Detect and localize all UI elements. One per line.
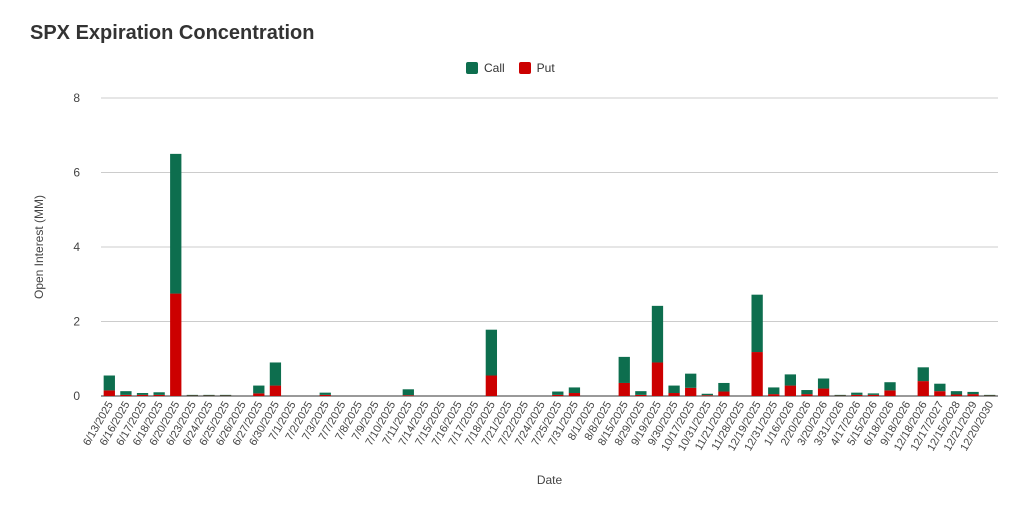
bar-call[interactable]: [568, 387, 581, 394]
bar-call[interactable]: [701, 393, 713, 396]
bar-put[interactable]: [884, 390, 896, 396]
bar-call[interactable]: [718, 382, 730, 392]
bar-put[interactable]: [934, 391, 946, 396]
bar-call[interactable]: [768, 387, 780, 395]
bar-call[interactable]: [219, 394, 232, 396]
y-tick-label: 6: [73, 166, 80, 180]
bar-put[interactable]: [867, 394, 880, 396]
bar-put[interactable]: [253, 393, 265, 396]
bar-put[interactable]: [651, 362, 664, 396]
bar-call[interactable]: [618, 356, 630, 383]
bar-call[interactable]: [751, 294, 763, 353]
bar-call[interactable]: [120, 391, 132, 395]
bar-call[interactable]: [103, 375, 115, 391]
bar-put[interactable]: [170, 293, 182, 396]
bar-call[interactable]: [170, 153, 182, 294]
bar-put[interactable]: [153, 394, 165, 396]
bar-put[interactable]: [851, 394, 863, 396]
bar-call[interactable]: [319, 392, 331, 395]
bar-call[interactable]: [967, 391, 979, 395]
bar-call[interactable]: [685, 373, 697, 388]
legend-item-put[interactable]: Put: [518, 61, 555, 75]
bar-put[interactable]: [485, 375, 498, 396]
legend-swatch-put: [518, 62, 531, 74]
legend-label-call: Call: [484, 61, 505, 75]
bar-put[interactable]: [967, 394, 979, 396]
bar-put[interactable]: [120, 394, 132, 396]
bar-put[interactable]: [136, 394, 149, 396]
bar-call[interactable]: [834, 394, 846, 396]
bar-call[interactable]: [884, 382, 896, 391]
bar-put[interactable]: [103, 390, 115, 396]
bar-call[interactable]: [984, 394, 996, 396]
bar-call[interactable]: [153, 392, 165, 395]
bar-put[interactable]: [402, 395, 414, 396]
bar-put[interactable]: [668, 393, 680, 396]
bar-put[interactable]: [552, 394, 564, 396]
bar-call[interactable]: [801, 390, 813, 395]
bar-call[interactable]: [851, 392, 863, 395]
bar-call[interactable]: [402, 389, 414, 396]
chart-title: SPX Expiration Concentration: [30, 22, 315, 44]
bar-call[interactable]: [485, 329, 498, 376]
legend-swatch-call: [466, 62, 478, 74]
bar-call[interactable]: [203, 394, 215, 396]
bar-put[interactable]: [701, 395, 713, 396]
bar-put[interactable]: [950, 394, 963, 396]
bar-call[interactable]: [817, 378, 830, 389]
legend-label-put: Put: [536, 61, 555, 75]
bar-put[interactable]: [269, 385, 282, 396]
y-tick-label: 0: [73, 389, 80, 403]
bar-put[interactable]: [784, 385, 797, 396]
bar-call[interactable]: [934, 383, 946, 392]
bar-put[interactable]: [768, 394, 780, 396]
y-tick-label: 4: [73, 240, 80, 254]
bar-call[interactable]: [269, 362, 282, 386]
y-tick-label: 8: [73, 91, 80, 105]
bar-put[interactable]: [718, 391, 730, 396]
legend: Call Put: [466, 61, 569, 75]
bar-put[interactable]: [685, 387, 697, 396]
bar-call[interactable]: [552, 391, 564, 395]
bar-call[interactable]: [917, 367, 929, 382]
legend-item-call[interactable]: Call: [466, 61, 505, 75]
bar-call[interactable]: [186, 394, 199, 396]
bar-put[interactable]: [635, 394, 647, 396]
x-axis-label: Date: [537, 473, 563, 487]
bar-put[interactable]: [751, 352, 763, 396]
bar-put[interactable]: [817, 388, 830, 396]
bar-call[interactable]: [784, 374, 797, 386]
bar-call[interactable]: [668, 385, 680, 394]
bar-put[interactable]: [618, 382, 630, 396]
bar-call[interactable]: [950, 391, 963, 395]
bar-put[interactable]: [917, 381, 929, 396]
bar-call[interactable]: [635, 391, 647, 395]
bar-call[interactable]: [253, 385, 265, 394]
y-tick-label: 2: [73, 315, 80, 329]
bar-call[interactable]: [651, 305, 664, 363]
bar-put[interactable]: [319, 394, 331, 396]
bar-call[interactable]: [867, 393, 880, 395]
bar-put[interactable]: [568, 393, 581, 396]
bar-call[interactable]: [136, 393, 149, 395]
y-axis-label: Open Interest (MM): [32, 195, 46, 299]
bar-put[interactable]: [801, 394, 813, 396]
